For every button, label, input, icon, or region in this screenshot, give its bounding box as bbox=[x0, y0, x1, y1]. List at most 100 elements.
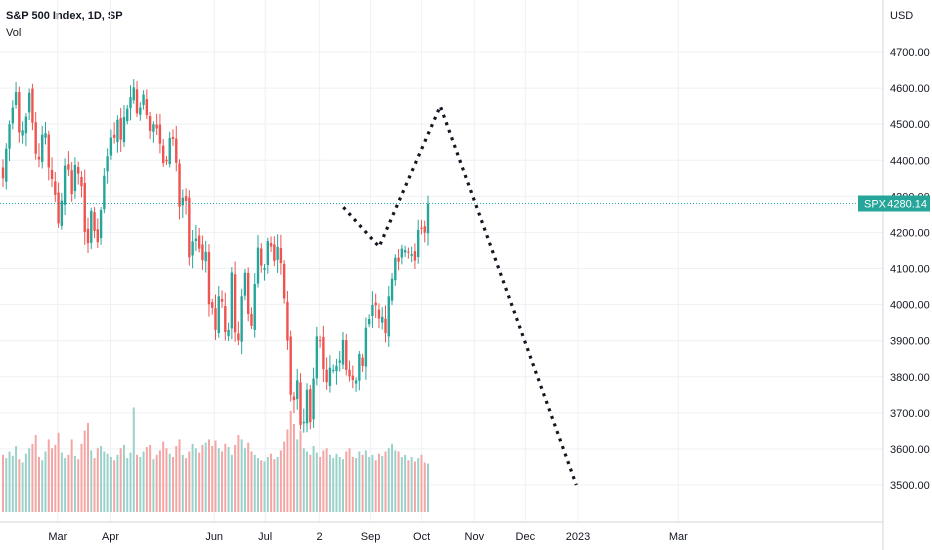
y-tick-label: 4400.00 bbox=[890, 155, 930, 167]
candle-body bbox=[21, 130, 24, 136]
candle-body bbox=[305, 389, 309, 424]
volume-bar bbox=[181, 454, 184, 512]
candle-body bbox=[338, 360, 341, 363]
candle-body bbox=[220, 298, 224, 302]
x-tick-label: Apr bbox=[102, 531, 119, 543]
volume-bar bbox=[87, 422, 89, 512]
candle-body bbox=[354, 380, 358, 384]
candle-body bbox=[282, 263, 286, 299]
candle-body bbox=[135, 89, 139, 114]
candle-body bbox=[80, 176, 83, 187]
candle-body bbox=[24, 116, 28, 134]
volume-bar bbox=[77, 459, 80, 512]
volume-bar bbox=[234, 444, 237, 512]
volume-bar bbox=[224, 443, 227, 512]
candle-body bbox=[93, 212, 96, 231]
volume-bar bbox=[420, 454, 423, 512]
volume-bar bbox=[286, 429, 289, 512]
symbol-tag-label: SPX bbox=[864, 198, 887, 210]
candle-body bbox=[145, 99, 149, 116]
candle-body bbox=[367, 319, 371, 325]
volume-bar bbox=[417, 458, 420, 512]
candle-body bbox=[18, 92, 21, 133]
candle-body bbox=[309, 389, 312, 423]
volume-bar bbox=[172, 457, 174, 512]
volume-indicator-label[interactable]: Vol bbox=[6, 27, 22, 39]
forecast-path[interactable] bbox=[342, 101, 578, 486]
volume-bar bbox=[113, 460, 116, 512]
volume-bar bbox=[253, 454, 256, 512]
candle-body bbox=[322, 336, 325, 370]
candle-body bbox=[37, 156, 41, 160]
candle-body bbox=[99, 210, 103, 239]
volume-bar bbox=[387, 448, 390, 512]
candle-body bbox=[31, 88, 34, 123]
volume-bar bbox=[155, 454, 158, 512]
volume-bar bbox=[355, 458, 358, 512]
volume-bar bbox=[168, 453, 171, 512]
volume-bar bbox=[188, 451, 191, 512]
candle-body bbox=[227, 329, 230, 337]
volume-bar bbox=[397, 451, 400, 512]
candle-body bbox=[269, 243, 273, 247]
candle-body bbox=[423, 226, 426, 233]
candle-body bbox=[331, 369, 335, 371]
candle-body bbox=[286, 301, 289, 341]
volume-bar bbox=[328, 454, 331, 512]
volume-bar bbox=[51, 448, 54, 512]
volume-bar bbox=[221, 451, 224, 512]
volume-bar bbox=[243, 448, 246, 512]
y-tick-label: 4100.00 bbox=[890, 264, 930, 276]
candle-body bbox=[132, 87, 135, 101]
volume-bar bbox=[296, 439, 299, 512]
candle-body bbox=[230, 272, 234, 329]
volume-bar bbox=[292, 424, 295, 512]
last-price-value: 4280.14 bbox=[887, 198, 927, 210]
volume-bar bbox=[325, 448, 328, 512]
volume-bar bbox=[266, 457, 269, 512]
candle-body bbox=[312, 378, 315, 420]
candle-body bbox=[41, 134, 44, 162]
y-tick-label: 3700.00 bbox=[890, 408, 930, 420]
candle-body bbox=[318, 340, 322, 342]
candle-body bbox=[371, 304, 374, 316]
candle-body bbox=[184, 196, 188, 202]
candle-body bbox=[426, 203, 430, 234]
candle-body bbox=[44, 133, 47, 138]
volume-bar bbox=[227, 447, 230, 512]
volume-bar bbox=[250, 451, 253, 512]
volume-bar bbox=[260, 460, 263, 512]
candle-body bbox=[178, 163, 181, 207]
volume-bar bbox=[21, 462, 24, 512]
volume-bar bbox=[103, 451, 106, 512]
candle-body bbox=[57, 192, 60, 224]
candle-body bbox=[109, 137, 113, 156]
volume-bar bbox=[70, 439, 73, 512]
candle-body bbox=[214, 308, 217, 330]
volume-bar bbox=[165, 448, 168, 512]
candle-body bbox=[276, 246, 279, 260]
volume-bar bbox=[15, 446, 18, 512]
candle-body bbox=[1, 167, 5, 179]
volume-bar bbox=[407, 460, 410, 512]
y-tick-label: 4500.00 bbox=[890, 119, 930, 131]
x-tick-label: 2023 bbox=[566, 531, 590, 543]
volume-bar bbox=[194, 448, 197, 512]
volume-bar bbox=[299, 430, 302, 512]
volume-bar bbox=[149, 444, 152, 512]
volume-bar bbox=[345, 451, 348, 512]
candle-body bbox=[191, 241, 194, 256]
volume-bar bbox=[57, 432, 60, 512]
volume-bar bbox=[358, 451, 361, 512]
candle-body bbox=[315, 336, 319, 379]
candle-body bbox=[325, 369, 328, 383]
volume-bar bbox=[178, 439, 181, 512]
x-tick-label: Nov bbox=[465, 531, 485, 543]
volume-bar bbox=[348, 448, 351, 512]
candle-body bbox=[207, 251, 211, 305]
candle-body bbox=[410, 254, 413, 256]
candle-body bbox=[266, 241, 270, 265]
volume-bar bbox=[11, 455, 14, 512]
